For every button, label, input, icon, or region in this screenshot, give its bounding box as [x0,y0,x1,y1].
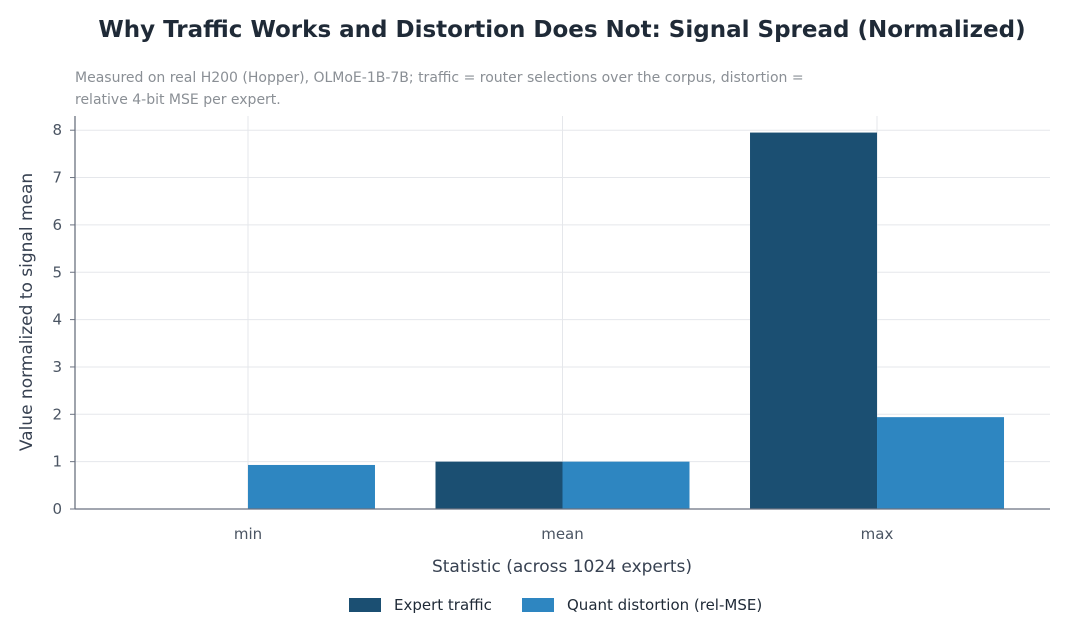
y-tick-label: 7 [52,169,62,187]
bar-quant-distortion-max [877,417,1005,509]
y-tick-label: 5 [52,263,62,281]
x-tick-label-mean: mean [541,525,584,543]
bar-quant-distortion-mean [562,461,690,509]
chart-subtitle-line-2: relative 4-bit MSE per expert. [75,92,281,108]
y-tick-label: 3 [52,358,62,376]
x-axis-label: Statistic (across 1024 experts) [432,557,692,577]
y-tick-label: 8 [52,121,62,139]
bars [247,132,1005,509]
y-axis-label: Value normalized to signal mean [17,173,37,451]
y-tick-labels: 0 1 2 3 4 5 6 7 8 [52,121,75,518]
bar-expert-traffic-max [750,132,878,509]
chart-subtitle-line-1: Measured on real H200 (Hopper), OLMoE-1B… [75,70,804,86]
legend: Expert traffic Quant distortion (rel-MSE… [349,596,762,614]
y-tick-label: 1 [52,453,62,471]
legend-label-quant-distortion: Quant distortion (rel-MSE) [567,596,762,614]
y-tick-label: 6 [52,216,62,234]
bar-quant-distortion-min [247,464,375,509]
chart-title: Why Traffic Works and Distortion Does No… [98,17,1025,43]
y-tick-label: 2 [52,405,62,423]
x-tick-label-max: max [861,525,894,543]
y-tick-label: 4 [52,311,62,329]
legend-swatch-expert-traffic [349,598,381,612]
x-tick-labels: min mean max [234,525,894,543]
legend-label-expert-traffic: Expert traffic [394,596,492,614]
axes [74,116,1050,510]
y-tick-label: 0 [52,500,62,518]
legend-swatch-quant-distortion [522,598,554,612]
x-tick-label-min: min [234,525,262,543]
bar-expert-traffic-mean [435,461,563,509]
